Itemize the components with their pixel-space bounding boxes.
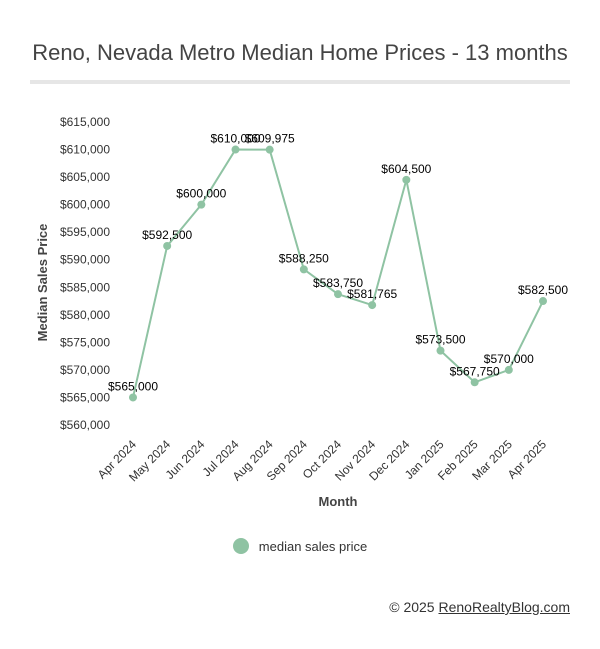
legend[interactable]: median sales price xyxy=(0,538,600,554)
x-axis-title: Month xyxy=(319,494,358,509)
y-tick-label: $560,000 xyxy=(60,418,110,432)
legend-label: median sales price xyxy=(258,538,368,554)
data-label: $588,250 xyxy=(279,251,329,265)
data-point xyxy=(368,301,377,310)
data-point xyxy=(436,346,445,355)
y-tick-label: $605,000 xyxy=(60,170,110,184)
data-label: $581,765 xyxy=(347,287,397,301)
title-divider xyxy=(30,80,570,84)
footer-link[interactable]: RenoRealtyBlog.com xyxy=(438,599,570,615)
data-point xyxy=(197,200,206,209)
data-point xyxy=(504,365,513,374)
y-tick-label: $570,000 xyxy=(60,363,110,377)
data-label: $567,750 xyxy=(450,364,500,378)
data-point xyxy=(129,393,137,402)
y-tick-label: $610,000 xyxy=(60,143,110,157)
data-label: $609,975 xyxy=(245,132,295,146)
data-point xyxy=(402,175,411,184)
data-label: $600,000 xyxy=(176,187,226,201)
y-tick-label: $575,000 xyxy=(60,335,110,349)
y-tick-label: $585,000 xyxy=(60,280,110,294)
data-label: $583,750 xyxy=(313,276,363,290)
y-tick-label: $595,000 xyxy=(60,225,110,239)
data-point xyxy=(231,145,240,154)
footer-credit: © 2025 RenoRealtyBlog.com xyxy=(389,599,570,615)
data-point xyxy=(334,290,342,299)
y-tick-label: $580,000 xyxy=(60,308,110,322)
y-tick-label: $590,000 xyxy=(60,253,110,267)
data-point xyxy=(470,378,479,387)
data-label: $582,500 xyxy=(518,283,568,297)
data-label: $604,500 xyxy=(381,162,431,176)
data-point xyxy=(539,297,547,306)
y-axis-title: Median Sales Price xyxy=(35,224,50,342)
data-label: $610,000 xyxy=(210,132,260,146)
data-label: $592,500 xyxy=(142,228,192,242)
data-label: $565,000 xyxy=(108,379,158,393)
footer-copyright: © 2025 xyxy=(389,599,439,615)
data-label: $573,500 xyxy=(415,333,465,347)
data-label: $570,000 xyxy=(484,352,534,366)
y-tick-label: $615,000 xyxy=(60,115,110,129)
y-tick-label: $600,000 xyxy=(60,198,110,212)
legend-swatch xyxy=(232,538,249,554)
y-tick-label: $565,000 xyxy=(60,390,110,404)
chart-title: Reno, Nevada Metro Median Home Prices - … xyxy=(32,40,568,65)
data-point xyxy=(265,145,274,154)
data-point xyxy=(163,241,172,250)
data-point xyxy=(299,265,308,274)
